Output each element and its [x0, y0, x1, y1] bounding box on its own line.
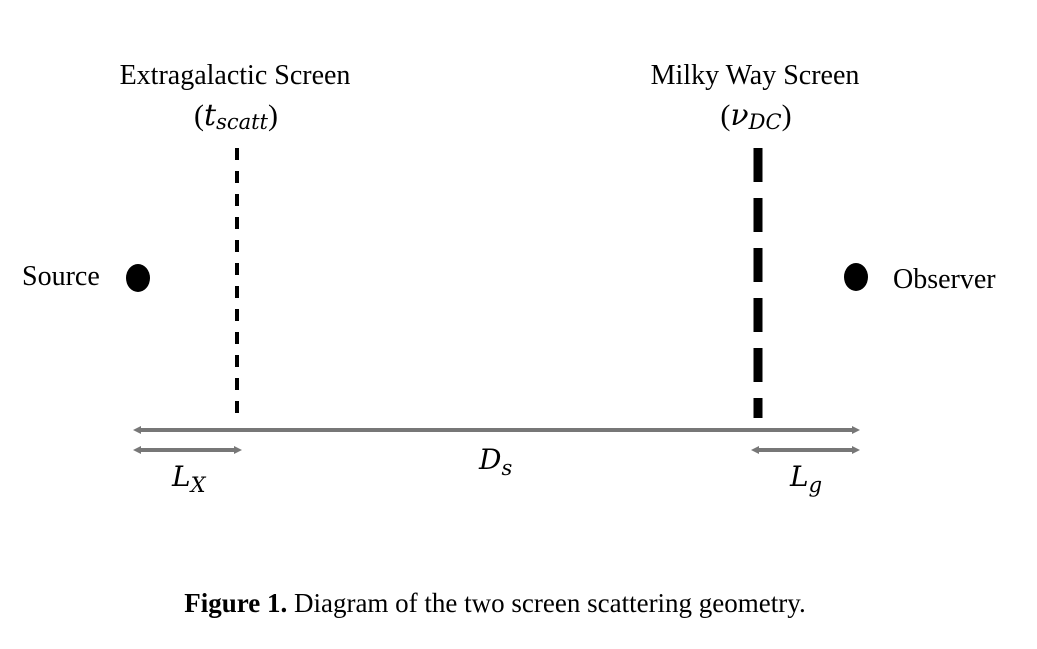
figure-caption-text: Diagram of the two screen scattering geo… [287, 588, 806, 618]
extragalactic-screen-title: Extragalactic Screen [120, 60, 351, 91]
ds-distance-line [133, 426, 860, 434]
source-dot [126, 264, 150, 292]
observer-label: Observer [893, 264, 996, 295]
extragalactic-screen-parameter: (tscatt) [194, 98, 278, 134]
source-label: Source [22, 261, 100, 292]
observer-dot [844, 263, 868, 291]
lg-label: Lg [789, 460, 822, 497]
ds-label: Ds [478, 443, 512, 480]
lg-distance-line [751, 446, 860, 454]
lx-distance-line [133, 446, 242, 454]
figure-caption-label: Figure 1. [184, 588, 288, 618]
figure-caption: Figure 1. Diagram of the two screen scat… [0, 588, 990, 619]
lx-label: LX [171, 460, 207, 497]
milky-way-screen-parameter: (νDC) [720, 98, 791, 134]
milky-way-screen-title: Milky Way Screen [651, 60, 860, 91]
